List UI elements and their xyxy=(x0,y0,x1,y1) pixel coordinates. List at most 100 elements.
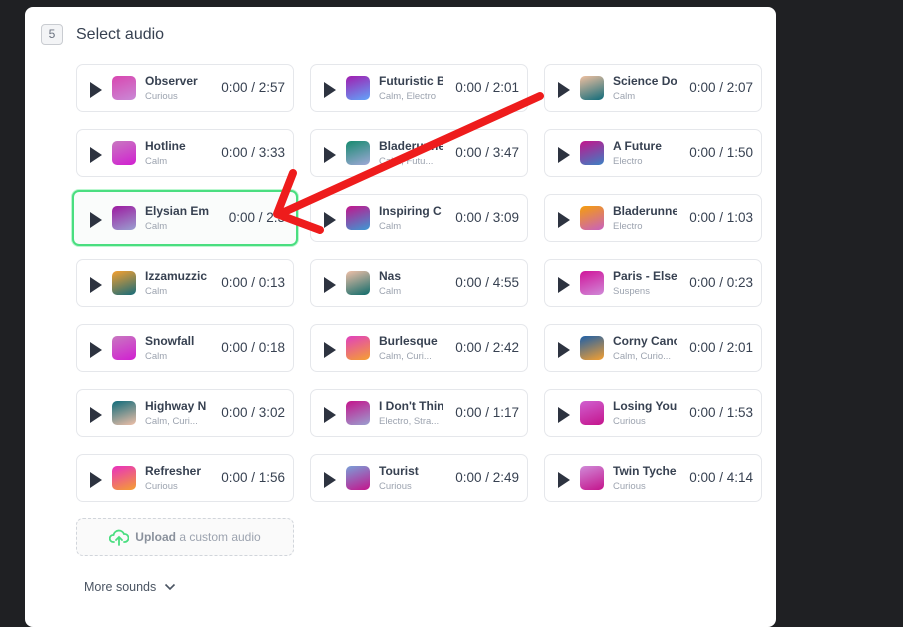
track-card[interactable]: Bladerunner Calm, Futu... 0:00 / 3:47 xyxy=(310,129,528,177)
track-thumbnail xyxy=(112,401,136,425)
track-tags: Calm, Curi... xyxy=(145,416,198,427)
track-card[interactable]: Izzamuzzic Calm 0:00 / 0:13 xyxy=(76,259,294,307)
play-icon[interactable] xyxy=(324,147,336,163)
play-icon[interactable] xyxy=(90,147,102,163)
track-time: 0:00 / 2:01 xyxy=(689,340,753,355)
track-name: Izzamuzzic xyxy=(145,269,208,283)
play-icon[interactable] xyxy=(558,82,570,98)
track-card[interactable]: Burlesque Calm, Curi... 0:00 / 2:42 xyxy=(310,324,528,372)
track-card[interactable]: Corny Canc Calm, Curio... 0:00 / 2:01 xyxy=(544,324,762,372)
track-card[interactable]: Hotline Calm 0:00 / 3:33 xyxy=(76,129,294,177)
play-icon[interactable] xyxy=(324,342,336,358)
track-time: 0:00 / 1:17 xyxy=(455,405,519,420)
track-time: 0:00 / 2:57 xyxy=(221,80,285,95)
track-name: Science Do xyxy=(613,74,677,88)
track-card[interactable]: Inspiring C Calm 0:00 / 3:09 xyxy=(310,194,528,242)
track-card[interactable]: Tourist Curious 0:00 / 2:49 xyxy=(310,454,528,502)
play-icon[interactable] xyxy=(324,82,336,98)
track-time: 0:00 / 2:01 xyxy=(455,80,519,95)
track-thumbnail xyxy=(346,336,370,360)
play-icon[interactable] xyxy=(90,342,102,358)
more-sounds-label: More sounds xyxy=(84,580,157,594)
track-time: 0:00 / 2:3 xyxy=(228,210,285,225)
track-thumbnail xyxy=(112,76,136,100)
play-icon[interactable] xyxy=(90,407,102,423)
track-card[interactable]: Losing Your Curious 0:00 / 1:53 xyxy=(544,389,762,437)
play-icon[interactable] xyxy=(558,472,570,488)
play-icon[interactable] xyxy=(90,82,102,98)
play-icon[interactable] xyxy=(558,407,570,423)
track-name: Elysian Em xyxy=(145,204,209,218)
track-name: Paris - Else xyxy=(613,269,677,283)
upload-label: a custom audio xyxy=(179,530,261,544)
track-thumbnail xyxy=(346,76,370,100)
track-tags: Calm, Electro xyxy=(379,91,437,102)
track-name: Highway N xyxy=(145,399,207,413)
track-tags: Calm, Curio... xyxy=(613,351,672,362)
track-tags: Calm xyxy=(613,91,636,102)
track-tags: Suspens xyxy=(613,286,650,297)
play-icon[interactable] xyxy=(90,277,102,293)
track-thumbnail xyxy=(580,401,604,425)
track-tags: Calm xyxy=(145,156,168,167)
track-thumbnail xyxy=(580,76,604,100)
track-card[interactable]: Twin Tyche Curious 0:00 / 4:14 xyxy=(544,454,762,502)
track-card[interactable]: Futuristic B Calm, Electro 0:00 / 2:01 xyxy=(310,64,528,112)
play-icon[interactable] xyxy=(558,342,570,358)
track-tags: Calm, Futu... xyxy=(379,156,434,167)
track-thumbnail xyxy=(112,141,136,165)
play-icon[interactable] xyxy=(324,212,336,228)
track-card[interactable]: Elysian Em Calm 0:00 / 2:3 xyxy=(72,190,298,246)
play-icon[interactable] xyxy=(324,407,336,423)
track-card[interactable]: Observer Curious 0:00 / 2:57 xyxy=(76,64,294,112)
track-tags: Electro, Stra... xyxy=(379,416,440,427)
track-name: Losing Your xyxy=(613,399,677,413)
track-card[interactable]: Nas Calm 0:00 / 4:55 xyxy=(310,259,528,307)
track-thumbnail xyxy=(346,206,370,230)
track-card[interactable]: Snowfall Calm 0:00 / 0:18 xyxy=(76,324,294,372)
track-name: Corny Canc xyxy=(613,334,677,348)
track-thumbnail xyxy=(580,336,604,360)
track-time: 0:00 / 3:33 xyxy=(221,145,285,160)
play-icon[interactable] xyxy=(558,277,570,293)
track-tags: Calm xyxy=(145,286,168,297)
track-time: 0:00 / 2:07 xyxy=(689,80,753,95)
section-title: Select audio xyxy=(76,26,165,43)
track-thumbnail xyxy=(346,466,370,490)
track-tags: Calm xyxy=(145,351,168,362)
track-thumbnail xyxy=(580,466,604,490)
upload-custom-audio-button[interactable]: Upload a custom audio xyxy=(76,518,294,556)
track-card[interactable]: Refresher Curious 0:00 / 1:56 xyxy=(76,454,294,502)
track-time: 0:00 / 0:23 xyxy=(689,275,753,290)
track-thumbnail xyxy=(112,206,136,230)
track-tags: Calm, Curi... xyxy=(379,351,432,362)
track-card[interactable]: Paris - Else Suspens 0:00 / 0:23 xyxy=(544,259,762,307)
play-icon[interactable] xyxy=(324,277,336,293)
track-card[interactable]: I Don't Think Electro, Stra... 0:00 / 1:… xyxy=(310,389,528,437)
track-time: 0:00 / 4:55 xyxy=(455,275,519,290)
track-tags: Curious xyxy=(379,481,412,492)
play-icon[interactable] xyxy=(558,147,570,163)
track-card[interactable]: A Future Electro 0:00 / 1:50 xyxy=(544,129,762,177)
track-time: 0:00 / 4:14 xyxy=(689,470,753,485)
track-name: I Don't Think xyxy=(379,399,443,413)
track-thumbnail xyxy=(580,206,604,230)
track-time: 0:00 / 2:49 xyxy=(455,470,519,485)
track-name: A Future xyxy=(613,139,662,153)
more-sounds-button[interactable]: More sounds xyxy=(84,580,176,594)
track-name: Tourist xyxy=(379,464,419,478)
track-tags: Electro xyxy=(613,221,643,232)
track-time: 0:00 / 3:09 xyxy=(455,210,519,225)
track-thumbnail xyxy=(112,336,136,360)
track-time: 0:00 / 3:02 xyxy=(221,405,285,420)
play-icon[interactable] xyxy=(558,212,570,228)
track-name: Nas xyxy=(379,269,402,283)
track-card[interactable]: Highway N Calm, Curi... 0:00 / 3:02 xyxy=(76,389,294,437)
track-card[interactable]: Science Do Calm 0:00 / 2:07 xyxy=(544,64,762,112)
play-icon[interactable] xyxy=(90,472,102,488)
chevron-down-icon xyxy=(165,583,176,591)
step-number: 5 xyxy=(41,24,63,45)
play-icon[interactable] xyxy=(90,212,102,228)
track-card[interactable]: Bladerunne Electro 0:00 / 1:03 xyxy=(544,194,762,242)
play-icon[interactable] xyxy=(324,472,336,488)
